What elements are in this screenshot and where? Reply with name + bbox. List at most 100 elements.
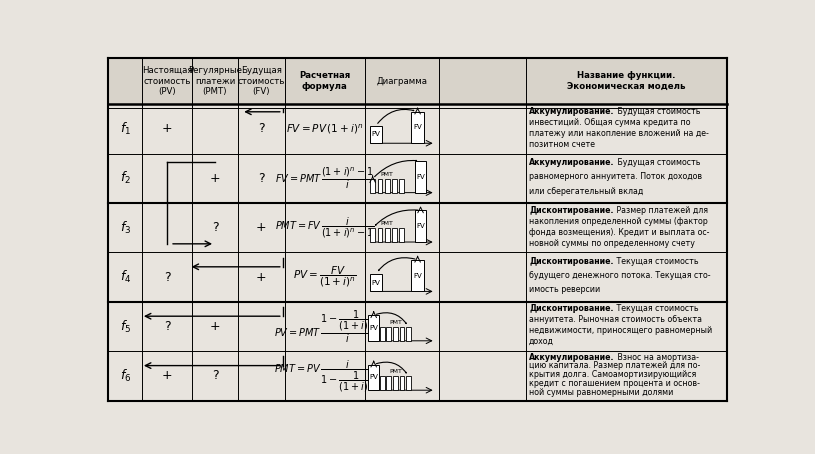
Bar xyxy=(385,179,390,192)
Text: накопления определенной суммы (фактор: накопления определенной суммы (фактор xyxy=(529,217,708,226)
Text: новной суммы по определенному счету: новной суммы по определенному счету xyxy=(529,238,695,247)
Text: $PMT = FV\,\dfrac{i}{(1+i)^{n}-1}$: $PMT = FV\,\dfrac{i}{(1+i)^{n}-1}$ xyxy=(275,216,375,240)
Text: $PMT = PV\,\dfrac{i}{1-\dfrac{1}{(1+i)^{n}}}$: $PMT = PV\,\dfrac{i}{1-\dfrac{1}{(1+i)^{… xyxy=(275,358,376,394)
Text: Аккумулирование.: Аккумулирование. xyxy=(529,352,615,361)
Text: кредит с погашением процента и основ-: кредит с погашением процента и основ- xyxy=(529,380,700,389)
Bar xyxy=(386,376,391,390)
Text: $f_2$: $f_2$ xyxy=(120,170,130,186)
Text: PV: PV xyxy=(369,325,378,331)
Text: Диаграмма: Диаграмма xyxy=(377,77,428,86)
Bar xyxy=(392,228,397,242)
Text: ?: ? xyxy=(212,221,218,234)
Text: Расчетная
формула: Расчетная формула xyxy=(299,71,350,91)
Bar xyxy=(393,376,398,390)
Text: Текущая стоимость: Текущая стоимость xyxy=(614,305,698,313)
Bar xyxy=(386,327,391,341)
Text: Дисконтирование.: Дисконтирование. xyxy=(529,206,614,215)
Bar xyxy=(370,179,375,192)
Text: $PV = PMT\,\dfrac{1-\dfrac{1}{(1+i)^{n}}}{i}$: $PV = PMT\,\dfrac{1-\dfrac{1}{(1+i)^{n}}… xyxy=(275,308,376,345)
Text: $f_1$: $f_1$ xyxy=(120,121,130,137)
Bar xyxy=(411,260,424,291)
Bar xyxy=(368,315,379,341)
Text: ной суммы равномерными долями: ной суммы равномерными долями xyxy=(529,389,673,397)
Text: Дисконтирование.: Дисконтирование. xyxy=(529,305,614,313)
Bar xyxy=(399,228,404,242)
Text: ?: ? xyxy=(164,271,170,284)
Bar xyxy=(377,228,382,242)
Text: PV: PV xyxy=(369,375,378,380)
Text: аннуитета. Рыночная стоимость объекта: аннуитета. Рыночная стоимость объекта xyxy=(529,316,702,325)
FancyArrowPatch shape xyxy=(375,160,416,177)
Bar xyxy=(377,179,382,192)
Text: доход: доход xyxy=(529,337,554,346)
Bar xyxy=(385,228,390,242)
Bar xyxy=(399,327,404,341)
FancyArrowPatch shape xyxy=(377,109,414,123)
Bar xyxy=(406,327,411,341)
Bar xyxy=(399,179,404,192)
Text: Будущая стоимость: Будущая стоимость xyxy=(615,158,700,167)
Text: Будущая стоимость: Будущая стоимость xyxy=(615,107,700,116)
Text: имость реверсии: имость реверсии xyxy=(529,285,601,294)
Text: крытия долга. Самоамортизирующийся: крытия долга. Самоамортизирующийся xyxy=(529,370,696,380)
Text: +: + xyxy=(161,370,172,382)
Bar xyxy=(411,112,424,143)
Text: Дисконтирование.: Дисконтирование. xyxy=(529,257,614,266)
Text: PV: PV xyxy=(372,280,381,286)
Bar xyxy=(370,228,375,242)
Text: Аккумулирование.: Аккумулирование. xyxy=(529,158,615,167)
Text: PMT: PMT xyxy=(381,172,394,177)
Text: Название функции.
Экономическая модель: Название функции. Экономическая модель xyxy=(567,71,686,91)
Bar xyxy=(380,376,385,390)
Text: Настоящая
стоимость
(PV): Настоящая стоимость (PV) xyxy=(142,66,192,96)
Text: $PV = \dfrac{FV}{(1+i)^{n}}$: $PV = \dfrac{FV}{(1+i)^{n}}$ xyxy=(293,265,356,289)
Text: Взнос на амортиза-: Взнос на амортиза- xyxy=(615,352,698,361)
FancyArrowPatch shape xyxy=(377,313,406,324)
Text: инвестиций. Общая сумма кредита по: инвестиций. Общая сумма кредита по xyxy=(529,118,690,127)
Text: Регулярные
платежи
(PMT): Регулярные платежи (PMT) xyxy=(188,66,242,96)
FancyArrowPatch shape xyxy=(376,210,418,225)
Text: +: + xyxy=(256,221,267,234)
Bar xyxy=(370,274,381,291)
Text: равномерного аннуитета. Поток доходов: равномерного аннуитета. Поток доходов xyxy=(529,173,703,182)
Text: платежу или накопление вложений на де-: платежу или накопление вложений на де- xyxy=(529,129,709,138)
Text: позитном счете: позитном счете xyxy=(529,140,595,149)
Bar xyxy=(399,376,404,390)
Bar xyxy=(406,376,411,390)
Text: ?: ? xyxy=(258,172,265,185)
FancyBboxPatch shape xyxy=(108,58,727,400)
Text: PV: PV xyxy=(372,131,381,138)
Text: PMT: PMT xyxy=(389,370,402,375)
Text: $f_6$: $f_6$ xyxy=(120,368,131,384)
Text: $FV = PV\,(1 + i)^{n}$: $FV = PV\,(1 + i)^{n}$ xyxy=(286,122,363,136)
FancyArrowPatch shape xyxy=(377,362,406,373)
Text: будущего денежного потока. Текущая сто-: будущего денежного потока. Текущая сто- xyxy=(529,271,711,280)
Text: FV: FV xyxy=(416,174,425,180)
Text: Аккумулирование.: Аккумулирование. xyxy=(529,107,615,116)
Text: FV: FV xyxy=(413,272,422,279)
Bar xyxy=(368,365,379,390)
Text: Размер платежей для: Размер платежей для xyxy=(614,206,707,215)
Text: PMT: PMT xyxy=(381,221,394,226)
Text: $FV = PMT\,\dfrac{(1+i)^{n}-1}{i}$: $FV = PMT\,\dfrac{(1+i)^{n}-1}{i}$ xyxy=(275,166,375,191)
Text: $f_5$: $f_5$ xyxy=(120,318,131,335)
Bar xyxy=(108,58,727,104)
Bar xyxy=(392,179,397,192)
Text: +: + xyxy=(161,123,172,135)
Text: $f_4$: $f_4$ xyxy=(120,269,131,285)
Text: ?: ? xyxy=(258,123,265,135)
Text: Текущая стоимость: Текущая стоимость xyxy=(614,257,698,266)
Text: +: + xyxy=(209,172,220,185)
Text: или сберегательный вклад: или сберегательный вклад xyxy=(529,187,643,196)
Text: FV: FV xyxy=(416,223,425,229)
Bar xyxy=(415,210,426,242)
Bar xyxy=(393,327,398,341)
Bar xyxy=(380,327,385,341)
Text: $f_3$: $f_3$ xyxy=(120,220,131,236)
Text: +: + xyxy=(256,271,267,284)
Bar xyxy=(415,161,426,192)
Text: Будущая
стоимость
(FV): Будущая стоимость (FV) xyxy=(238,66,285,96)
Text: PMT: PMT xyxy=(389,320,402,325)
FancyArrowPatch shape xyxy=(378,258,415,271)
Text: ?: ? xyxy=(212,370,218,382)
